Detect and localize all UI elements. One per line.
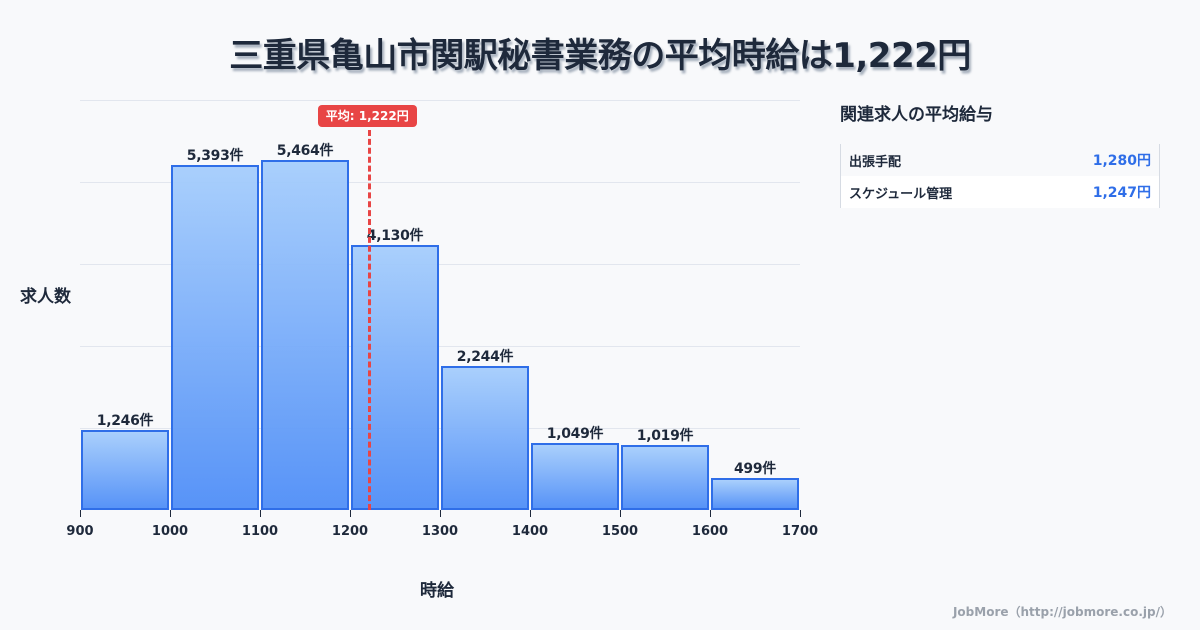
related-job-row[interactable]: スケジュール管理 1,247円 (841, 176, 1159, 208)
x-tick (350, 510, 351, 517)
related-job-row[interactable]: 出張手配 1,280円 (841, 144, 1159, 176)
x-axis-label: 時給 (420, 581, 454, 601)
histogram-bar[interactable] (81, 430, 169, 510)
x-tick-label: 1300 (421, 524, 459, 539)
y-axis-label: 求人数 (20, 287, 71, 307)
histogram-bar[interactable] (441, 366, 529, 510)
related-jobs-list: 出張手配 1,280円 スケジュール管理 1,247円 (840, 144, 1160, 208)
histogram-bar[interactable] (171, 164, 259, 510)
related-jobs-title: 関連求人の平均給与 (840, 105, 993, 125)
x-tick (440, 510, 441, 517)
histogram-bar[interactable] (621, 444, 709, 510)
related-jobs-panel: 関連求人の平均給与 出張手配 1,280円 スケジュール管理 1,247円 (840, 100, 1160, 208)
related-job-wage: 1,280円 (1092, 153, 1151, 169)
x-tick (80, 510, 81, 517)
bar-value-label: 499件 (733, 461, 777, 478)
x-tick-label: 900 (66, 524, 94, 539)
average-badge: 平均: 1,222円 (317, 105, 417, 127)
bar-value-label: 1,019件 (636, 427, 694, 444)
related-job-name: スケジュール管理 (849, 186, 953, 202)
related-job-name: 出張手配 (849, 154, 902, 170)
x-tick (530, 510, 531, 517)
x-tick-label: 1000 (151, 524, 189, 539)
x-tick-label: 1200 (331, 524, 369, 539)
bar-value-label: 5,393件 (186, 147, 244, 164)
x-tick-label: 1100 (241, 524, 279, 539)
histogram-bar[interactable] (531, 442, 619, 510)
footer-credit: JobMore（http://jobmore.co.jp/） (952, 605, 1172, 619)
bar-value-label: 1,246件 (96, 413, 154, 430)
x-tick (170, 510, 171, 517)
x-tick (620, 510, 621, 517)
gridline (80, 346, 800, 347)
histogram-bar[interactable] (711, 478, 799, 510)
gridline (80, 182, 800, 183)
gridline (80, 264, 800, 265)
x-tick (710, 510, 711, 517)
histogram-bar[interactable] (351, 245, 439, 510)
x-tick-label: 1600 (691, 524, 729, 539)
related-job-wage: 1,247円 (1092, 185, 1151, 201)
x-tick-label: 1700 (781, 524, 819, 539)
page-title: 三重県亀山市関駅秘書業務の平均時給は1,222円 (229, 36, 971, 76)
bar-value-label: 5,464件 (276, 142, 334, 159)
bar-value-label: 1,049件 (546, 425, 604, 442)
histogram-bar[interactable] (261, 159, 349, 510)
bar-value-label: 2,244件 (456, 349, 514, 366)
gridline (80, 428, 800, 429)
x-tick-label: 1400 (511, 524, 549, 539)
x-tick-label: 1500 (601, 524, 639, 539)
gridline (80, 100, 800, 101)
x-tick (260, 510, 261, 517)
x-tick (800, 510, 801, 517)
average-line (368, 130, 372, 510)
histogram-chart: 求人数 時給 1,246件 5,393件 5,464件 4,130件 2,244件 1,0… (20, 100, 818, 601)
bar-value-label: 4,130件 (366, 228, 424, 245)
